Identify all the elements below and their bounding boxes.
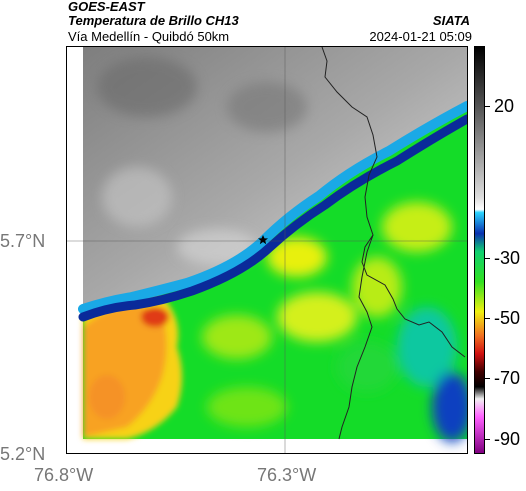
satellite-map[interactable] [66,46,468,454]
warm-area [83,47,467,305]
colorbar-tick [485,378,490,380]
route-label: Vía Medellín - Quibdó 50km [68,29,230,44]
colorbar [474,46,485,454]
colorbar-label-minus70: -70 [494,368,521,389]
lat-label-north: 5.7°N [0,231,46,251]
graticule [67,47,467,453]
cold-cloud-region [83,290,182,439]
colorbar-tick [485,257,490,259]
colorbar-label-20: 20 [494,96,515,117]
colorbar-label-minus90: -90 [494,428,521,449]
colorbar-tick [485,438,490,440]
colorbar-tick [485,106,490,108]
boundary-band [78,101,467,322]
lat-label-south: 5.2°N [0,444,46,464]
product-subtitle: Temperatura de Brillo CH13 [68,13,239,28]
colorbar-label-minus50: -50 [494,308,521,328]
star-icon [258,235,268,245]
colorbar-tick [485,318,490,319]
lon-label-east: 76.3°W [257,465,317,485]
organization-label: SIATA [432,13,470,28]
product-title: GOES-EAST [68,0,145,14]
lon-label-west: 76.8°W [34,465,94,485]
datetime-label: 2024-01-21 05:09 [369,29,472,44]
colorbar-label-minus30: -30 [494,247,521,268]
